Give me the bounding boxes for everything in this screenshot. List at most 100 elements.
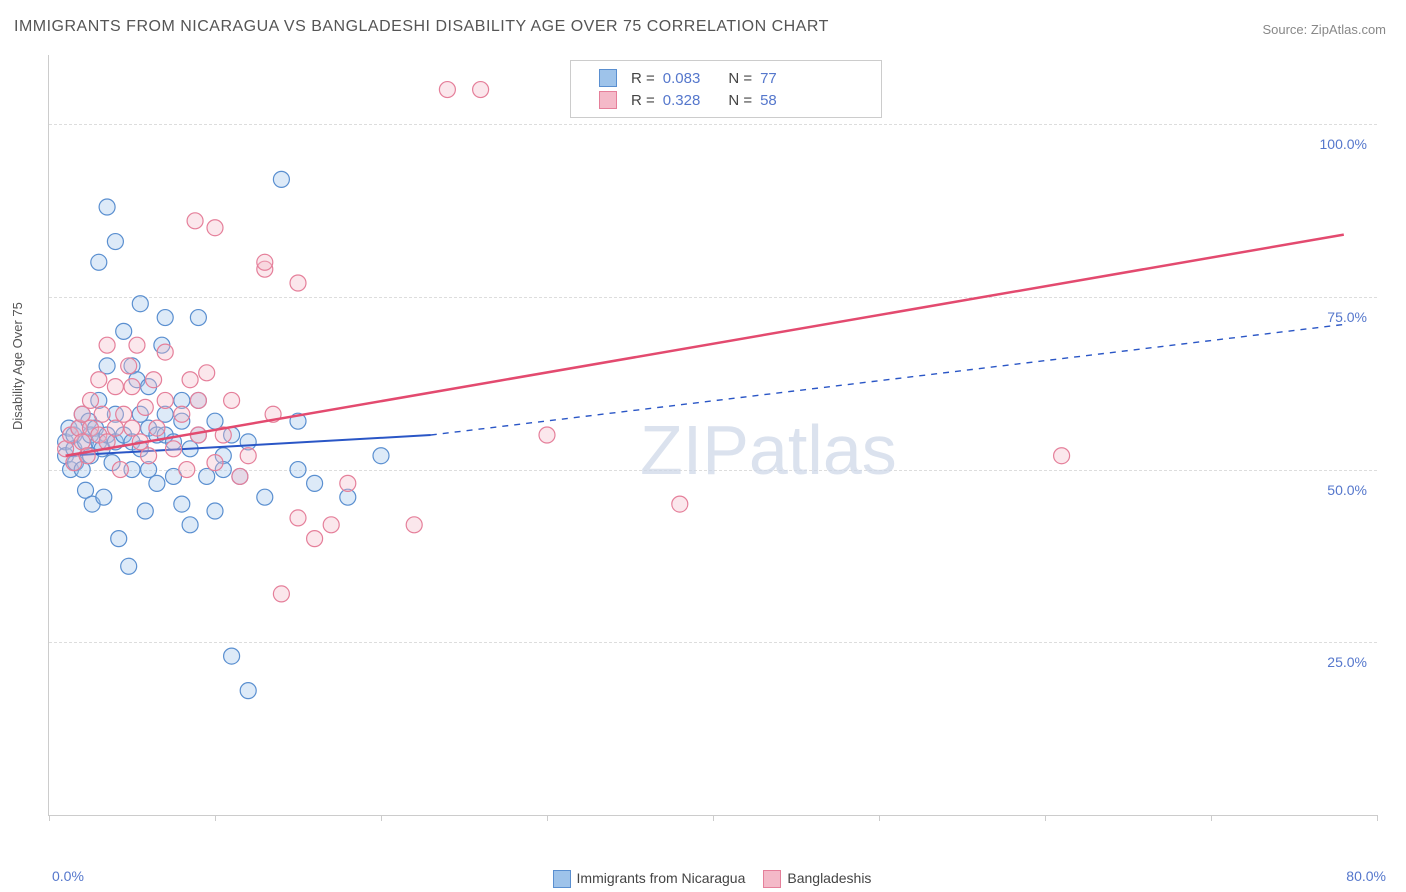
data-point xyxy=(290,462,306,478)
data-point xyxy=(121,358,137,374)
data-point xyxy=(273,171,289,187)
legend-swatch xyxy=(553,870,571,888)
legend-n-value: 58 xyxy=(760,92,777,109)
chart-title: IMMIGRANTS FROM NICARAGUA VS BANGLADESHI… xyxy=(14,18,829,36)
data-point xyxy=(473,82,489,98)
data-point xyxy=(273,586,289,602)
source-attribution: Source: ZipAtlas.com xyxy=(1262,22,1386,37)
data-point xyxy=(137,399,153,415)
data-point xyxy=(124,379,140,395)
data-point xyxy=(149,420,165,436)
data-point xyxy=(99,337,115,353)
data-point xyxy=(74,406,90,422)
legend-n-label: N = xyxy=(728,92,752,109)
data-point xyxy=(129,337,145,353)
data-point xyxy=(207,503,223,519)
data-point xyxy=(224,392,240,408)
data-point xyxy=(116,406,132,422)
data-point xyxy=(157,310,173,326)
data-point xyxy=(107,234,123,250)
data-point xyxy=(257,254,273,270)
x-tick-mark xyxy=(1377,815,1378,821)
data-point xyxy=(116,323,132,339)
x-tick-mark xyxy=(879,815,880,821)
data-point xyxy=(182,517,198,533)
legend-r-label: R = xyxy=(631,70,655,87)
data-point xyxy=(406,517,422,533)
x-tick-mark xyxy=(1211,815,1212,821)
data-point xyxy=(121,558,137,574)
x-tick-mark xyxy=(49,815,50,821)
legend-series-label: Bangladeshis xyxy=(787,870,871,886)
data-point xyxy=(182,372,198,388)
data-point xyxy=(190,392,206,408)
data-point xyxy=(257,489,273,505)
legend-series-label: Immigrants from Nicaragua xyxy=(577,870,746,886)
plot-area: 25.0%50.0%75.0%100.0% xyxy=(48,55,1377,816)
data-point xyxy=(83,392,99,408)
data-point xyxy=(307,475,323,491)
x-axis-max-label: 80.0% xyxy=(1346,868,1386,884)
data-point xyxy=(96,489,112,505)
data-point xyxy=(91,372,107,388)
legend-r-label: R = xyxy=(631,92,655,109)
data-point xyxy=(146,372,162,388)
legend-swatch xyxy=(599,91,617,109)
data-point xyxy=(439,82,455,98)
legend-row: R = 0.328 N = 58 xyxy=(581,89,871,111)
data-point xyxy=(124,420,140,436)
data-point xyxy=(199,468,215,484)
data-point xyxy=(107,420,123,436)
data-point xyxy=(174,406,190,422)
y-axis-label: Disability Age Over 75 xyxy=(10,302,25,430)
data-point xyxy=(340,475,356,491)
data-point xyxy=(111,531,127,547)
legend-r-value: 0.328 xyxy=(663,92,701,109)
data-point xyxy=(166,441,182,457)
scatter-svg xyxy=(49,55,1377,815)
data-point xyxy=(373,448,389,464)
data-point xyxy=(99,199,115,215)
correlation-legend: R = 0.083 N = 77 R = 0.328 N = 58 xyxy=(570,60,882,118)
data-point xyxy=(207,220,223,236)
legend-r-value: 0.083 xyxy=(663,70,701,87)
data-point xyxy=(179,462,195,478)
data-point xyxy=(91,254,107,270)
legend-swatch xyxy=(763,870,781,888)
data-point xyxy=(199,365,215,381)
data-point xyxy=(307,531,323,547)
trend-line-extrapolated xyxy=(431,324,1344,435)
data-point xyxy=(132,296,148,312)
x-tick-mark xyxy=(215,815,216,821)
data-point xyxy=(157,392,173,408)
legend-n-label: N = xyxy=(728,70,752,87)
legend-n-value: 77 xyxy=(760,70,777,87)
data-point xyxy=(141,448,157,464)
data-point xyxy=(94,406,110,422)
x-tick-mark xyxy=(381,815,382,821)
data-point xyxy=(240,448,256,464)
data-point xyxy=(539,427,555,443)
data-point xyxy=(187,213,203,229)
data-point xyxy=(240,683,256,699)
x-tick-mark xyxy=(713,815,714,821)
data-point xyxy=(137,503,153,519)
data-point xyxy=(99,358,115,374)
data-point xyxy=(290,510,306,526)
data-point xyxy=(190,310,206,326)
x-tick-mark xyxy=(547,815,548,821)
series-legend: Immigrants from Nicaragua Bangladeshis xyxy=(0,870,1406,888)
data-point xyxy=(190,427,206,443)
data-point xyxy=(207,413,223,429)
x-axis-min-label: 0.0% xyxy=(52,868,84,884)
x-tick-mark xyxy=(1045,815,1046,821)
data-point xyxy=(207,455,223,471)
legend-swatch xyxy=(599,69,617,87)
data-point xyxy=(1054,448,1070,464)
data-point xyxy=(149,475,165,491)
data-point xyxy=(174,496,190,512)
data-point xyxy=(290,275,306,291)
data-point xyxy=(224,648,240,664)
data-point xyxy=(323,517,339,533)
data-point xyxy=(112,462,128,478)
